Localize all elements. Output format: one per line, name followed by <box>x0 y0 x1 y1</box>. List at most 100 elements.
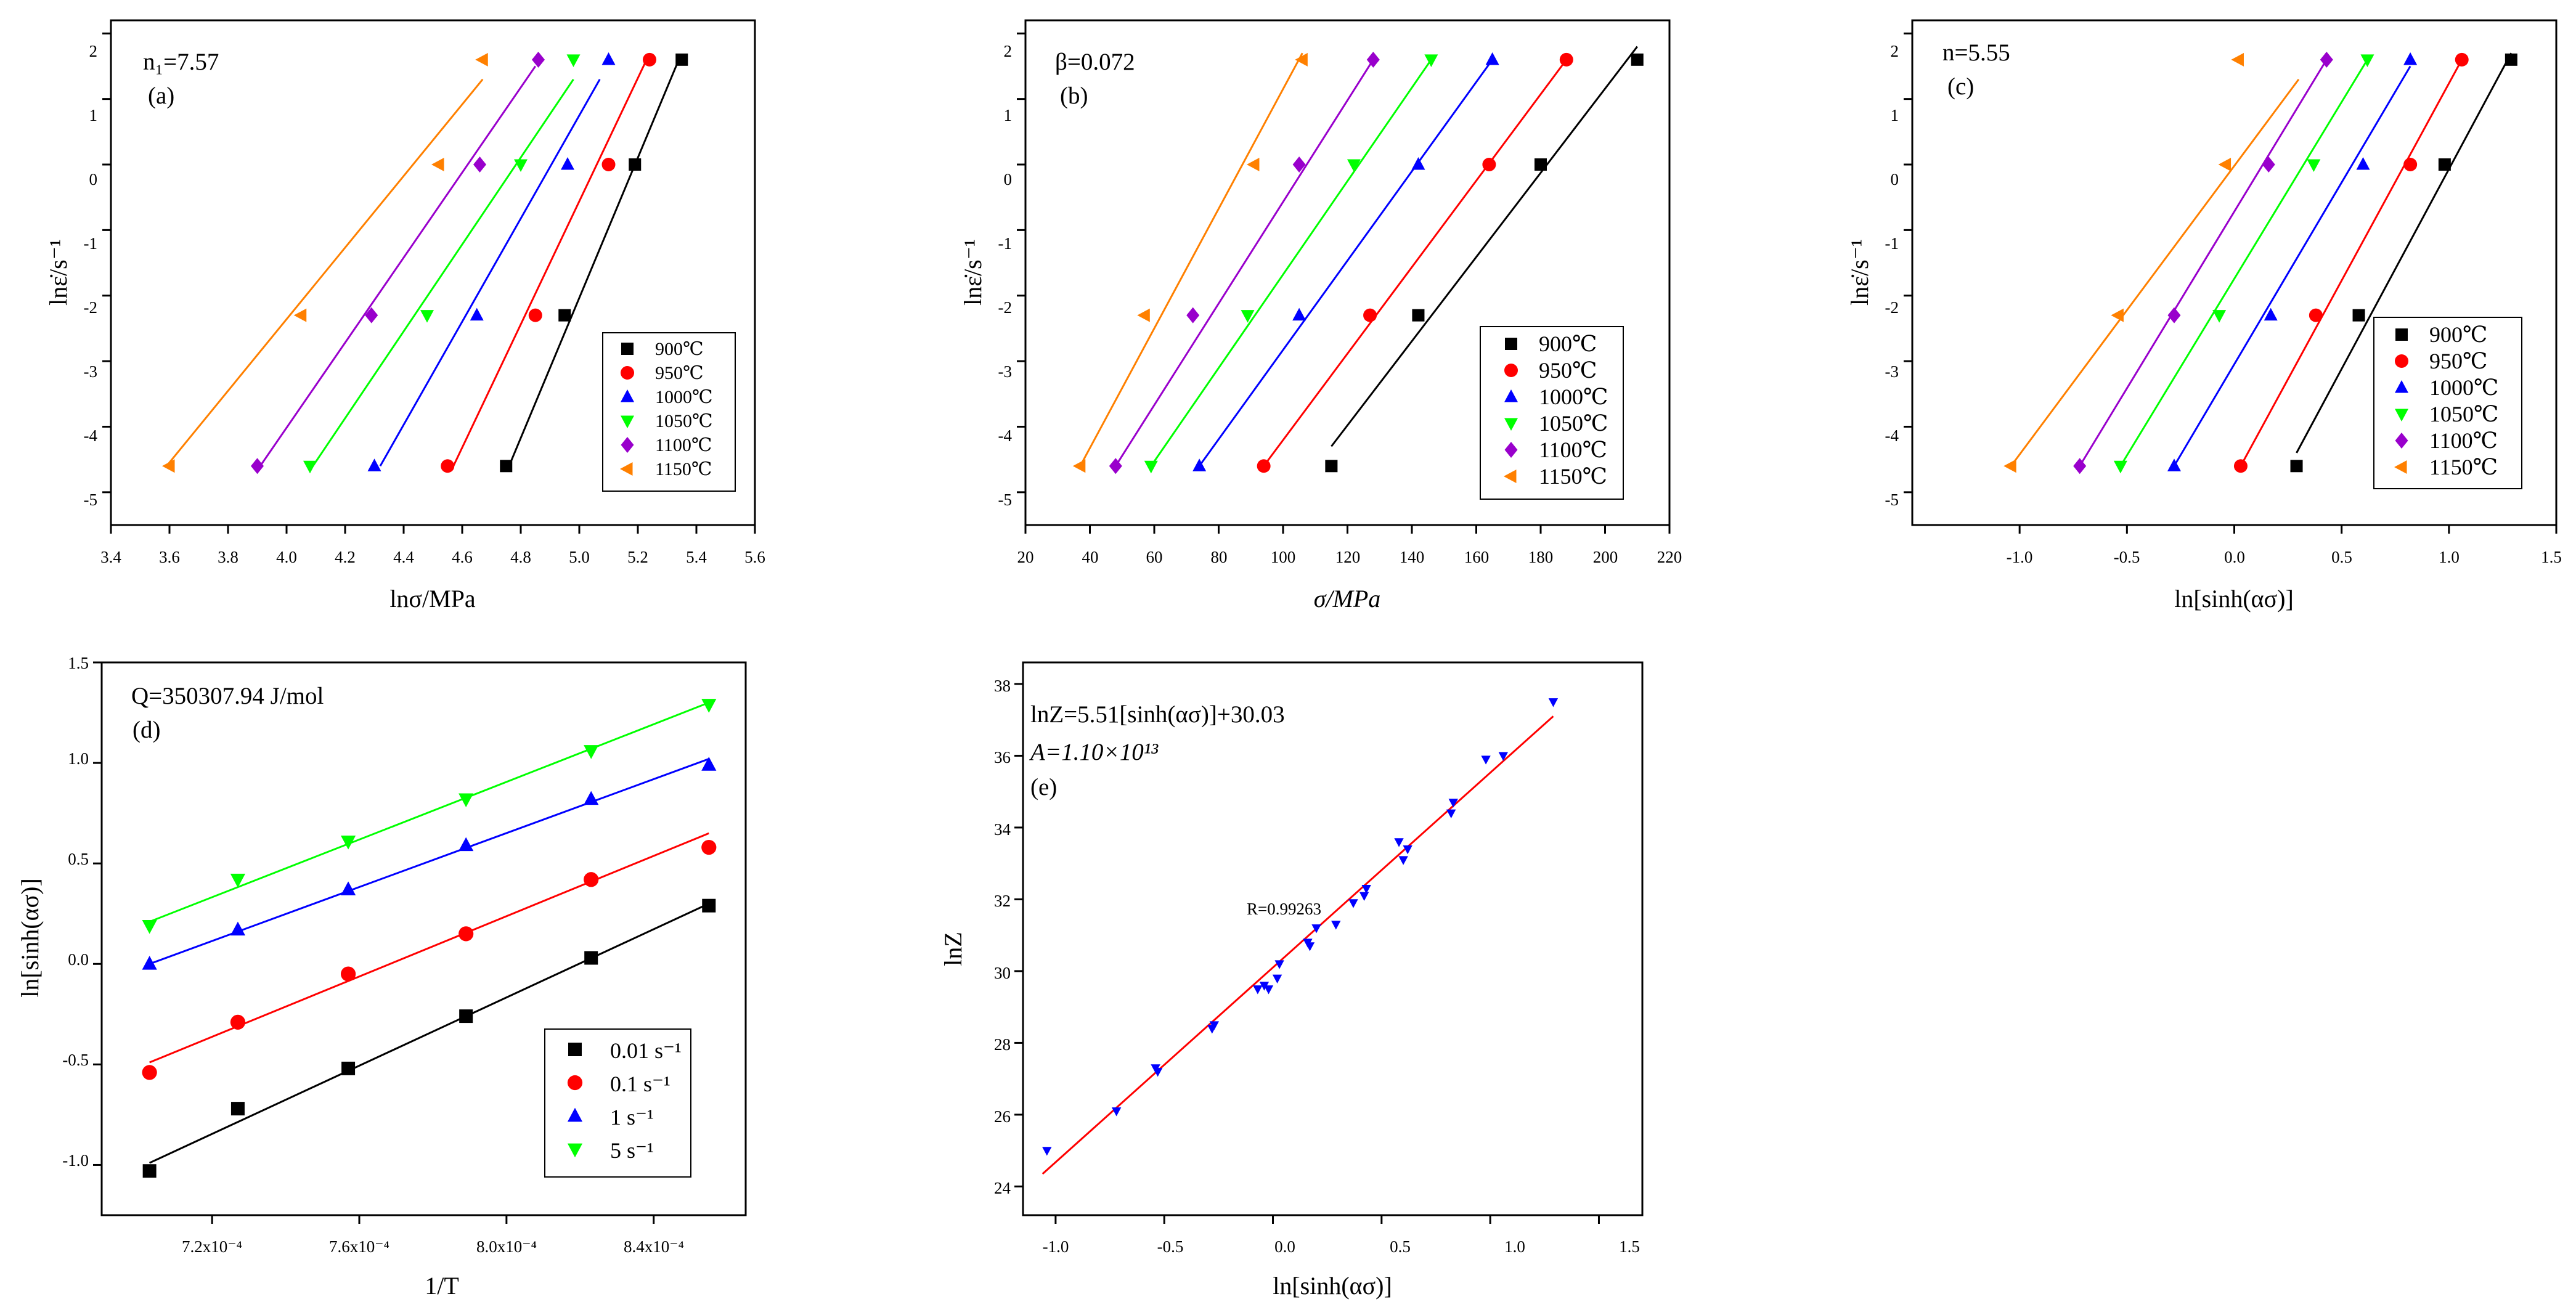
legend-label: 900℃ <box>1539 332 1597 356</box>
data-point <box>2352 309 2365 322</box>
fit-line <box>1198 59 1493 467</box>
data-point <box>1305 942 1315 951</box>
data-point <box>2290 460 2303 473</box>
fit-line <box>508 59 680 466</box>
legend-marker <box>1504 364 1518 377</box>
panel-c-y-tick-labels: -5 -4 -3 -2 -1 0 1 2 <box>1885 42 1899 509</box>
legend-marker <box>2395 433 2408 449</box>
x-tick-label: 160 <box>1464 548 1490 566</box>
x-tick-label: 4.8 <box>510 548 531 566</box>
panel-b-y-tick-labels: -5 -4 -3 -2 -1 0 1 2 <box>998 42 1013 509</box>
legend-marker <box>2394 460 2407 474</box>
data-point <box>459 1009 473 1024</box>
data-point <box>251 458 264 474</box>
data-point <box>2212 310 2227 323</box>
panel-b-legend: 900℃ 950℃ 1000℃ 1050℃ 1100℃ 1150℃ <box>1480 326 1624 500</box>
x-tick-label: -1.0 <box>2007 548 2033 566</box>
legend-marker <box>567 1143 583 1158</box>
x-axis-label: lnσ/MPa <box>389 585 476 613</box>
legend-label: 1150℃ <box>2429 455 2498 479</box>
data-point <box>341 1061 356 1075</box>
panel-c-legend: 900℃ 950℃ 1000℃ 1050℃ 1100℃ 1150℃ <box>2373 317 2522 489</box>
data-point <box>1446 809 1456 819</box>
data-point <box>293 308 307 322</box>
legend-marker <box>568 1043 582 1056</box>
panel-a: 3.4 3.6 3.8 4.0 4.2 4.4 4.6 4.8 5.0 5.2 … <box>44 19 765 613</box>
panel-c-fit-lines <box>2010 52 2513 467</box>
panel-a-y-tick-labels: -5 -4 -3 -2 -1 0 1 2 <box>84 42 98 509</box>
y-tick-label: 34 <box>994 820 1011 839</box>
data-point <box>142 919 157 934</box>
legend-marker <box>2395 354 2408 368</box>
legend-box <box>602 332 736 492</box>
data-point <box>1559 52 1573 67</box>
data-point <box>2231 52 2244 67</box>
y-tick-label: 1 <box>1004 106 1013 124</box>
panel-e-data-points <box>1042 698 1559 1156</box>
data-point <box>2113 460 2127 474</box>
y-axis-label: lnε̇/s⁻¹ <box>44 239 72 306</box>
data-point <box>2438 158 2451 171</box>
annotation: β=0.072 <box>1055 49 1135 75</box>
data-point <box>1274 960 1284 969</box>
r-value-annotation: R=0.99263 <box>1247 900 1321 918</box>
data-point <box>1241 310 1255 323</box>
x-tick-label: 1.5 <box>2541 548 2562 566</box>
data-point <box>1257 459 1271 473</box>
x-tick-label: 0.0 <box>2224 548 2245 566</box>
data-point <box>1411 157 1425 170</box>
x-tick-label: 5.4 <box>686 548 707 566</box>
data-point <box>514 159 528 172</box>
data-point <box>2003 459 2016 473</box>
annotation: n=5.55 <box>1942 39 2010 66</box>
data-point <box>2356 157 2370 170</box>
legend-marker <box>2395 409 2408 421</box>
x-tick-label: 3.4 <box>100 548 121 566</box>
legend-label: 1000℃ <box>1539 385 1608 409</box>
data-point <box>1359 892 1369 902</box>
y-tick-label: 2 <box>1004 42 1013 60</box>
y-tick-label: 0 <box>1891 170 1899 189</box>
y-tick-label: -1 <box>1885 234 1899 253</box>
x-tick-label: 220 <box>1657 548 1682 566</box>
data-point <box>1361 885 1371 894</box>
y-tick-label: -2 <box>998 298 1013 317</box>
legend-markers <box>620 343 634 476</box>
x-tick-label: 140 <box>1400 548 1425 566</box>
fit-line <box>1150 59 1432 467</box>
y-tick-label: 1.0 <box>68 749 89 768</box>
data-point <box>2111 308 2124 322</box>
data-point <box>1347 159 1361 172</box>
data-point <box>2264 307 2278 321</box>
data-point <box>1448 799 1458 808</box>
data-point <box>566 54 581 67</box>
data-point <box>1263 985 1274 995</box>
data-point <box>1111 1107 1122 1117</box>
data-point <box>441 459 455 473</box>
legend-label: 1100℃ <box>1539 438 1607 462</box>
y-tick-label: -4 <box>84 426 98 445</box>
panel-a-fit-lines <box>166 59 680 467</box>
data-point <box>2360 54 2374 67</box>
y-tick-label: 2 <box>89 42 98 60</box>
y-tick-label: 38 <box>994 677 1011 695</box>
data-point <box>2233 459 2248 473</box>
data-point <box>340 881 356 895</box>
data-point <box>584 872 599 887</box>
legend-label: 0.01 s⁻¹ <box>610 1038 682 1063</box>
y-tick-label: -3 <box>1885 362 1899 381</box>
legend-markers <box>2394 328 2408 474</box>
data-point <box>2218 158 2232 171</box>
data-point <box>528 308 542 322</box>
data-point <box>2167 307 2181 324</box>
data-point <box>1311 924 1321 934</box>
panel-b: 20 40 60 80 100 120 140 160 180 200 220 … <box>959 19 1682 613</box>
data-point <box>340 835 356 850</box>
data-point <box>2403 158 2418 171</box>
panel-label: (a) <box>148 83 174 109</box>
data-point <box>230 1102 245 1116</box>
y-axis-label: lnZ <box>939 932 967 966</box>
y-tick-label: 30 <box>994 964 1011 982</box>
data-point <box>702 898 716 913</box>
